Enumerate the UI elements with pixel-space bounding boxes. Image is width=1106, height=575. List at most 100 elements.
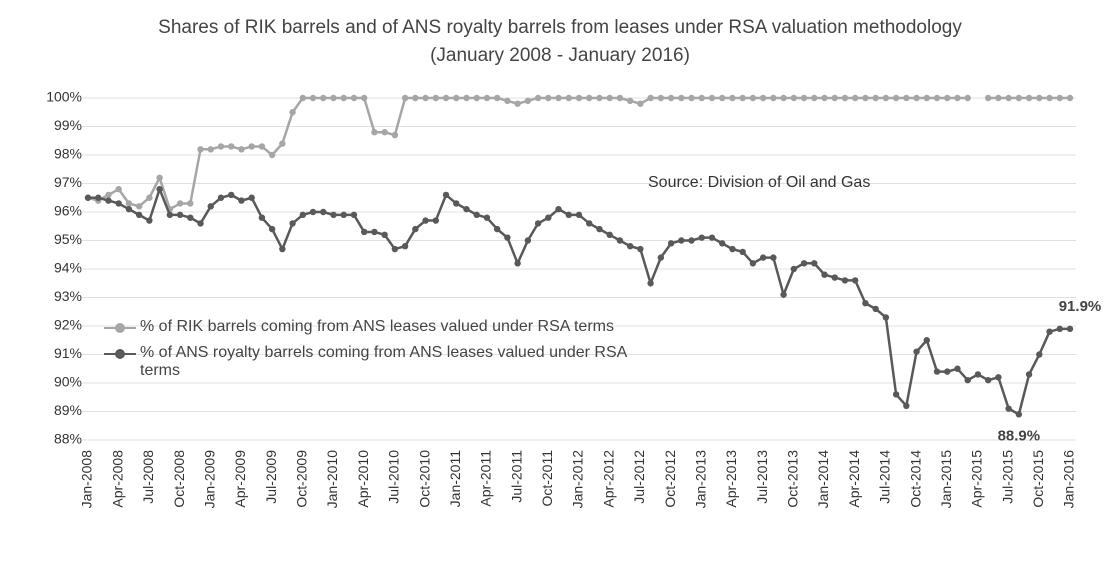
- point: [1066, 325, 1074, 333]
- point: [545, 94, 552, 102]
- point: [821, 271, 828, 278]
- legend-label: % of RIK barrels coming from ANS leases …: [140, 318, 614, 335]
- y-tick-label: 90%: [54, 374, 82, 390]
- point: [872, 94, 879, 102]
- x-tick-label: Oct-2009: [294, 450, 310, 508]
- point: [616, 94, 624, 102]
- y-tick-label: 96%: [54, 203, 82, 219]
- point: [637, 100, 644, 107]
- point: [1036, 351, 1043, 358]
- point: [1036, 94, 1043, 102]
- point: [1025, 371, 1033, 378]
- point: [238, 146, 245, 153]
- point: [176, 211, 184, 219]
- point: [545, 214, 552, 221]
- point: [197, 146, 204, 153]
- legend-item: % of RIK barrels coming from ANS leases …: [100, 318, 660, 338]
- point: [698, 234, 705, 241]
- point: [688, 237, 695, 244]
- point: [524, 237, 532, 244]
- point: [289, 220, 296, 227]
- point: [944, 368, 951, 375]
- point: [719, 94, 726, 102]
- point: [412, 225, 419, 233]
- x-tick-label: Jul-2009: [263, 450, 279, 504]
- point: [647, 280, 654, 287]
- y-tick-label: 99%: [54, 117, 82, 133]
- point: [821, 94, 828, 102]
- point: [770, 254, 777, 261]
- point: [1046, 328, 1053, 335]
- point: [954, 365, 961, 372]
- point: [1005, 94, 1012, 102]
- point: [892, 391, 900, 398]
- point: [851, 277, 859, 284]
- point: [657, 94, 665, 102]
- point: [831, 94, 838, 102]
- point: [207, 203, 214, 210]
- point: [892, 94, 900, 102]
- point: [759, 94, 767, 102]
- point: [626, 97, 634, 105]
- point: [360, 94, 368, 102]
- point: [95, 194, 102, 201]
- point: [309, 94, 317, 102]
- point: [166, 211, 174, 219]
- point: [483, 94, 491, 102]
- point: [913, 94, 920, 102]
- point: [739, 248, 746, 256]
- x-tick-label: Apr-2013: [723, 450, 739, 508]
- point: [187, 214, 194, 221]
- data-label: 91.9%: [1059, 298, 1102, 315]
- point: [146, 217, 153, 224]
- point: [954, 94, 961, 102]
- point: [800, 94, 808, 102]
- point: [473, 94, 480, 102]
- point: [995, 374, 1002, 381]
- point: [228, 143, 235, 150]
- point: [903, 402, 910, 409]
- point: [647, 94, 654, 102]
- point: [514, 100, 521, 107]
- y-tick-label: 93%: [54, 288, 82, 304]
- point: [156, 186, 163, 193]
- point: [923, 337, 930, 344]
- point: [238, 197, 245, 204]
- point: [698, 94, 705, 102]
- point: [534, 94, 542, 102]
- point: [453, 200, 460, 207]
- point: [882, 314, 890, 321]
- point: [800, 260, 808, 267]
- point: [1015, 411, 1023, 418]
- point: [309, 208, 317, 216]
- point: [862, 94, 869, 102]
- point: [442, 94, 450, 102]
- x-tick-label: Jan-2013: [692, 450, 708, 509]
- point: [984, 376, 992, 384]
- point: [933, 368, 941, 375]
- data-label: 88.9%: [998, 427, 1041, 444]
- point: [432, 94, 439, 102]
- point: [279, 140, 286, 147]
- point: [432, 217, 439, 224]
- point: [412, 94, 419, 102]
- point: [1015, 94, 1023, 102]
- x-tick-label: Apr-2015: [969, 450, 985, 508]
- point: [453, 94, 460, 102]
- point: [514, 260, 521, 267]
- x-tick-label: Jul-2011: [508, 450, 524, 503]
- legend: % of RIK barrels coming from ANS leases …: [100, 318, 660, 386]
- x-tick-label: Oct-2015: [1030, 450, 1046, 508]
- point: [1025, 94, 1033, 102]
- annotation: Source: Division of Oil and Gas: [648, 174, 870, 191]
- point: [678, 237, 685, 244]
- point: [340, 94, 347, 102]
- point: [228, 191, 235, 199]
- point: [882, 94, 890, 102]
- point: [790, 265, 798, 273]
- point: [811, 94, 818, 102]
- point: [299, 211, 307, 219]
- point: [565, 94, 572, 102]
